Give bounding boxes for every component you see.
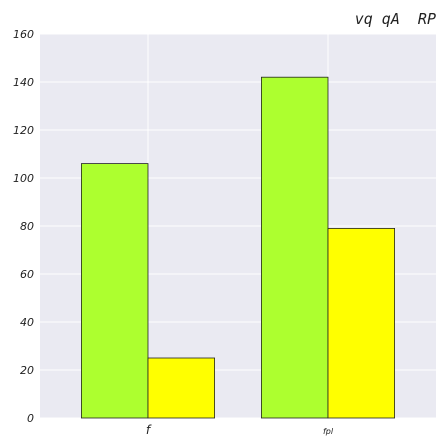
y-tick-label: 80: [20, 220, 34, 233]
x-axis-ticks: f fpl: [146, 423, 334, 437]
bar-fpl-series-2: [328, 228, 395, 418]
y-tick-label: 140: [13, 76, 34, 89]
y-tick-label: 60: [20, 268, 34, 281]
x-tick-label: f: [146, 423, 152, 437]
y-tick-label: 0: [27, 412, 34, 425]
x-tick-label: fpl: [323, 427, 334, 436]
y-axis-ticks: 0 20 40 60 80 100 120 140 160: [13, 28, 34, 425]
bar-f-series-1: [81, 164, 148, 418]
chart-title: vq qA RP: [355, 10, 436, 28]
y-tick-label: 160: [13, 28, 34, 41]
y-tick-label: 40: [20, 316, 34, 329]
bar-fpl-series-1: [261, 77, 328, 418]
y-tick-label: 100: [13, 172, 34, 185]
y-tick-label: 20: [20, 364, 34, 377]
bar-f-series-2: [148, 358, 215, 418]
y-tick-label: 120: [13, 124, 34, 137]
